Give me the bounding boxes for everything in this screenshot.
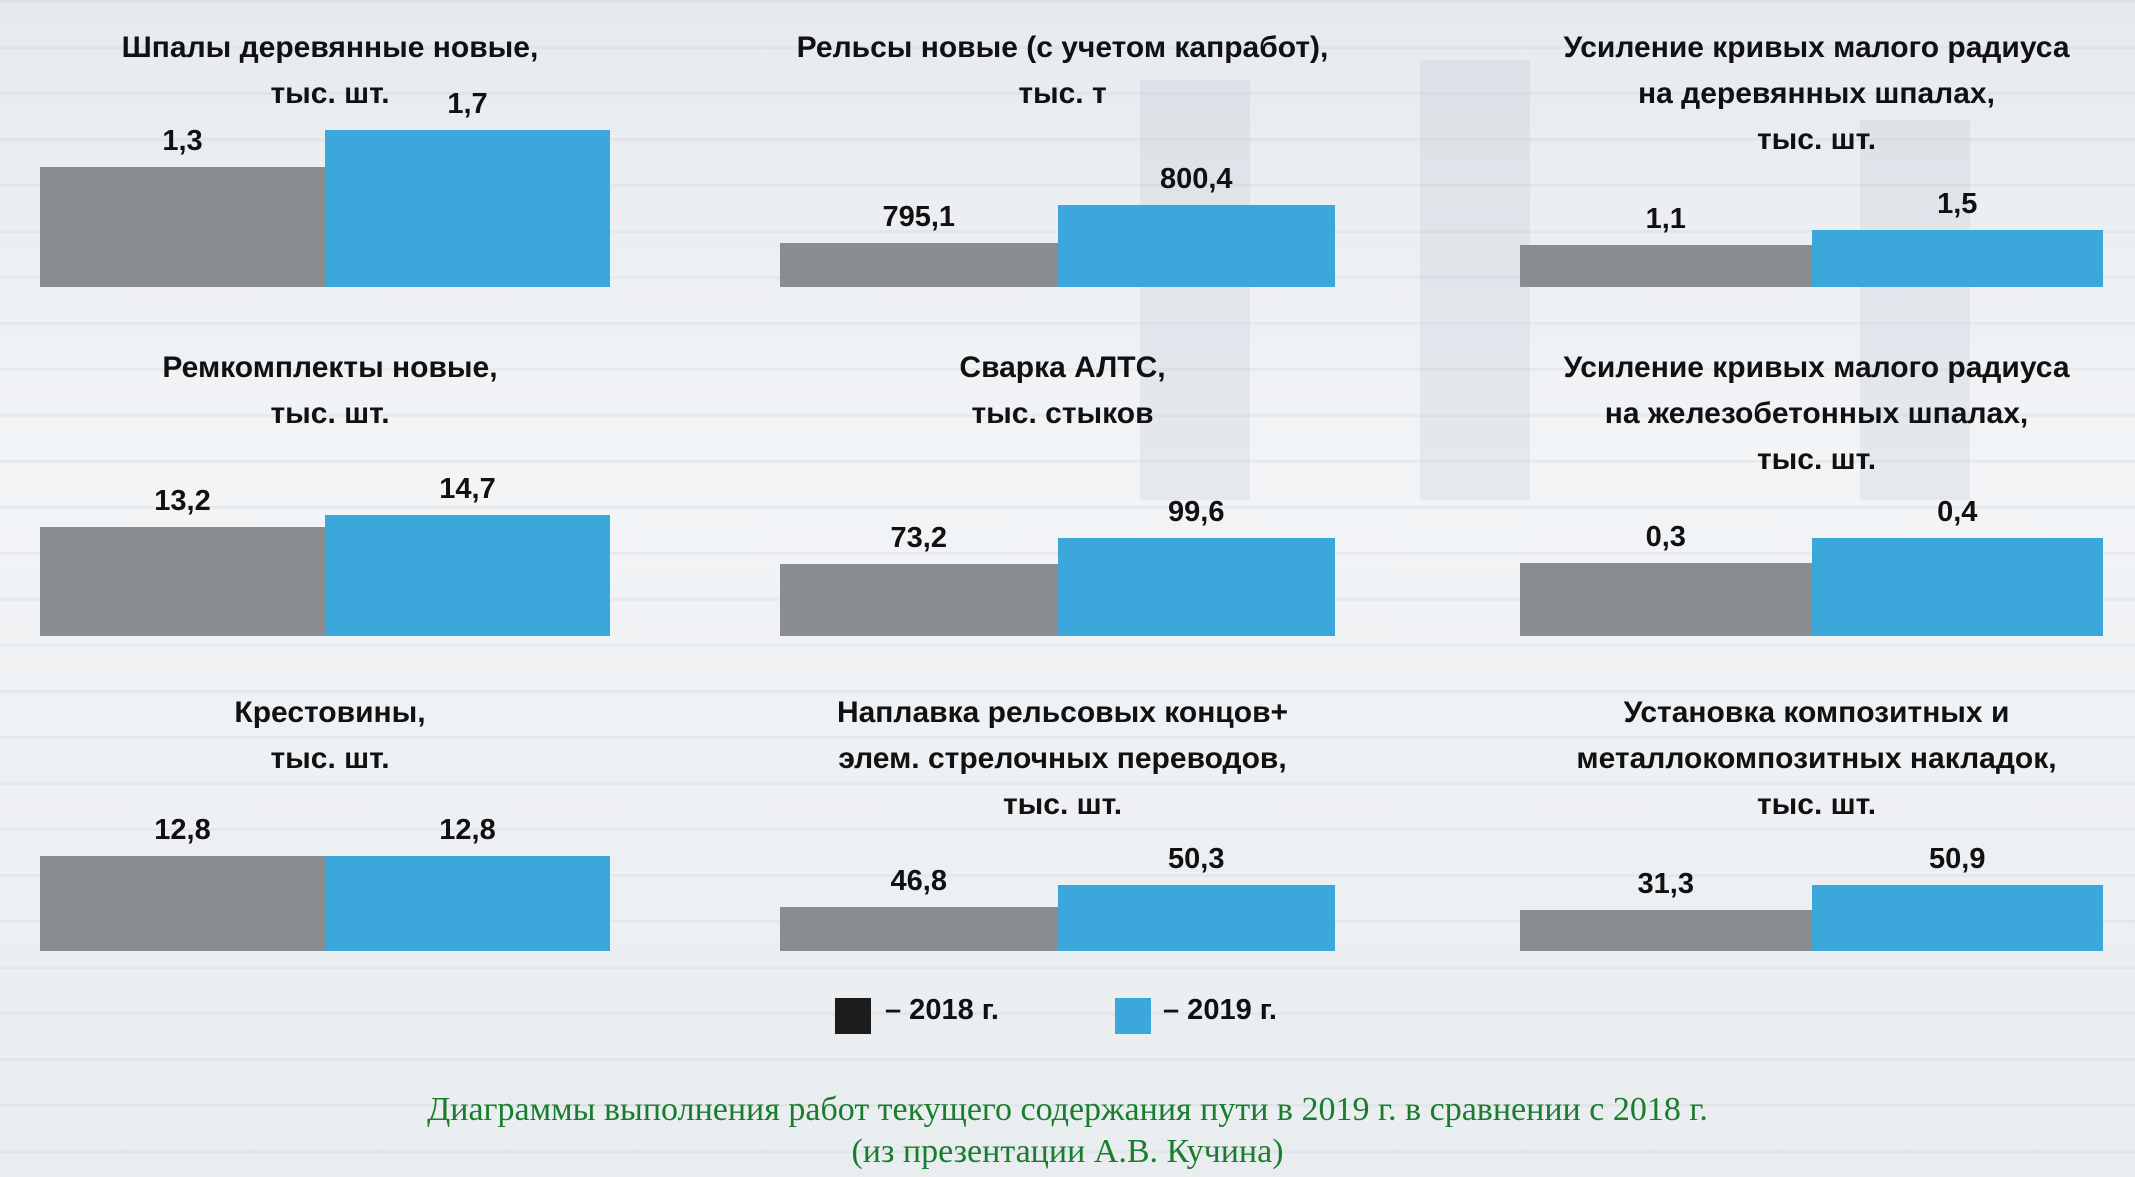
value-label-2018: 795,1 [882,201,956,234]
value-label-2018: 12,8 [154,814,211,846]
value-label-2018: 0,3 [1645,520,1686,553]
chart-title-line: тыс. шт. [270,77,390,110]
chart-7: Крестовины, тыс. шт. 12,8 12,8 [40,0,620,1000]
legend-label-2018: – 2018 г. [885,994,999,1026]
caption-line-1: Диаграммы выполнения работ текущего соде… [427,1091,1708,1128]
chart-4: Ремкомплекты новые, тыс. шт. 13,2 14,7 [40,0,620,1000]
chart-2: Рельсы новые (с учетом капработ), тыс. т 7… [780,0,1345,1000]
background-texture [1140,80,1250,500]
chart-title-line: Усиление кривых малого радиуса [1563,351,2070,384]
legend: – 2018 г. – 2019 г. [835,990,1355,1040]
chart-title-line: тыс. шт. [270,397,390,430]
chart-6: Усиление кривых малого радиуса на железоб… [1520,0,2113,1000]
chart-3: Усиление кривых малого радиуса на деревян… [1520,0,2113,1000]
value-label-2019: 0,4 [1937,496,1978,528]
legend-swatch-2019 [1115,998,1151,1034]
bar-2019 [325,515,610,636]
chart-title-line: Крестовины, [234,696,426,729]
chart-title-line: на деревянных шпалах, [1638,77,1995,110]
value-label-2019: 50,9 [1929,843,1986,875]
chart-title-line: тыс. т [1018,77,1107,110]
chart-title-line: Установка композитных и [1623,696,2010,729]
value-label-2019: 14,7 [439,473,496,505]
chart-title-line: Усиление кривых малого радиуса [1563,31,2070,64]
bar-2019 [1811,885,2103,951]
chart-title-line: Рельсы новые (с учетом капработ), [796,31,1329,64]
bar-2018 [1520,562,1812,636]
value-label-2018: 46,8 [890,865,947,898]
chart-title-line: тыс. шт. [1756,443,1877,476]
bar-2019 [1057,885,1335,951]
value-label-2019: 99,6 [1168,496,1225,528]
bar-2019 [1811,230,2103,287]
caption-line-2: (из презентации А.В. Кучина) [851,1133,1284,1170]
bar-2018 [40,527,325,636]
chart-title-line: тыс. шт. [270,742,390,775]
bar-2018 [1520,910,1812,951]
background-texture [1420,60,1530,500]
background-texture [1860,120,1970,500]
chart-title-line: Наплавка рельсовых концов+ [836,696,1289,729]
value-label-2018: 73,2 [890,521,947,554]
legend-swatch-2018 [835,998,871,1034]
bar-2018 [780,907,1058,951]
chart-title-line: тыс. стыков [971,397,1154,430]
legend-label-2019: – 2019 г. [1163,994,1277,1026]
bar-2019 [325,856,610,951]
value-label-2019: 50,3 [1168,843,1225,875]
bar-2018 [1520,245,1812,287]
value-label-2018: 1,3 [162,124,203,157]
bar-2018 [780,243,1058,287]
chart-title-line: Сварка АЛТС, [959,351,1166,384]
value-label-2018: 1,1 [1645,203,1686,236]
bar-2019 [325,130,610,287]
value-label-2019: 12,8 [439,814,496,846]
bar-2018 [40,166,325,287]
chart-title-line: тыс. шт. [1756,788,1877,821]
chart-title-line: тыс. шт. [1002,788,1123,821]
chart-title-line: на железобетонных шпалах, [1604,397,2029,430]
value-label-2018: 31,3 [1637,868,1694,901]
bar-2019 [1057,538,1335,636]
chart-1: Шпалы деревянные новые, тыс. шт. 1,3 1,7 [40,0,620,1000]
bar-2018 [780,563,1058,636]
value-label-2019: 1,5 [1937,188,1978,220]
chart-title-line: металлокомпозитных накладок, [1576,742,2057,775]
value-label-2019: 800,4 [1159,163,1233,195]
bar-2018 [40,856,325,951]
chart-5: Сварка АЛТС, тыс. стыков 73,2 99,6 [780,0,1345,1000]
chart-title-line: Ремкомплекты новые, [162,351,498,384]
chart-title-line: элем. стрелочных переводов, [838,742,1287,775]
chart-title-line: Шпалы деревянные новые, [121,31,539,64]
chart-title-line: тыс. шт. [1756,123,1877,156]
chart-8: Наплавка рельсовых концов+ элем. стрелочн… [780,0,1345,1000]
chart-9: Установка композитных и металлокомпозитны… [1520,0,2113,1000]
bar-2019 [1057,205,1335,287]
value-label-2019: 1,7 [447,88,488,120]
value-label-2018: 13,2 [154,485,211,518]
bar-2019 [1811,538,2103,636]
